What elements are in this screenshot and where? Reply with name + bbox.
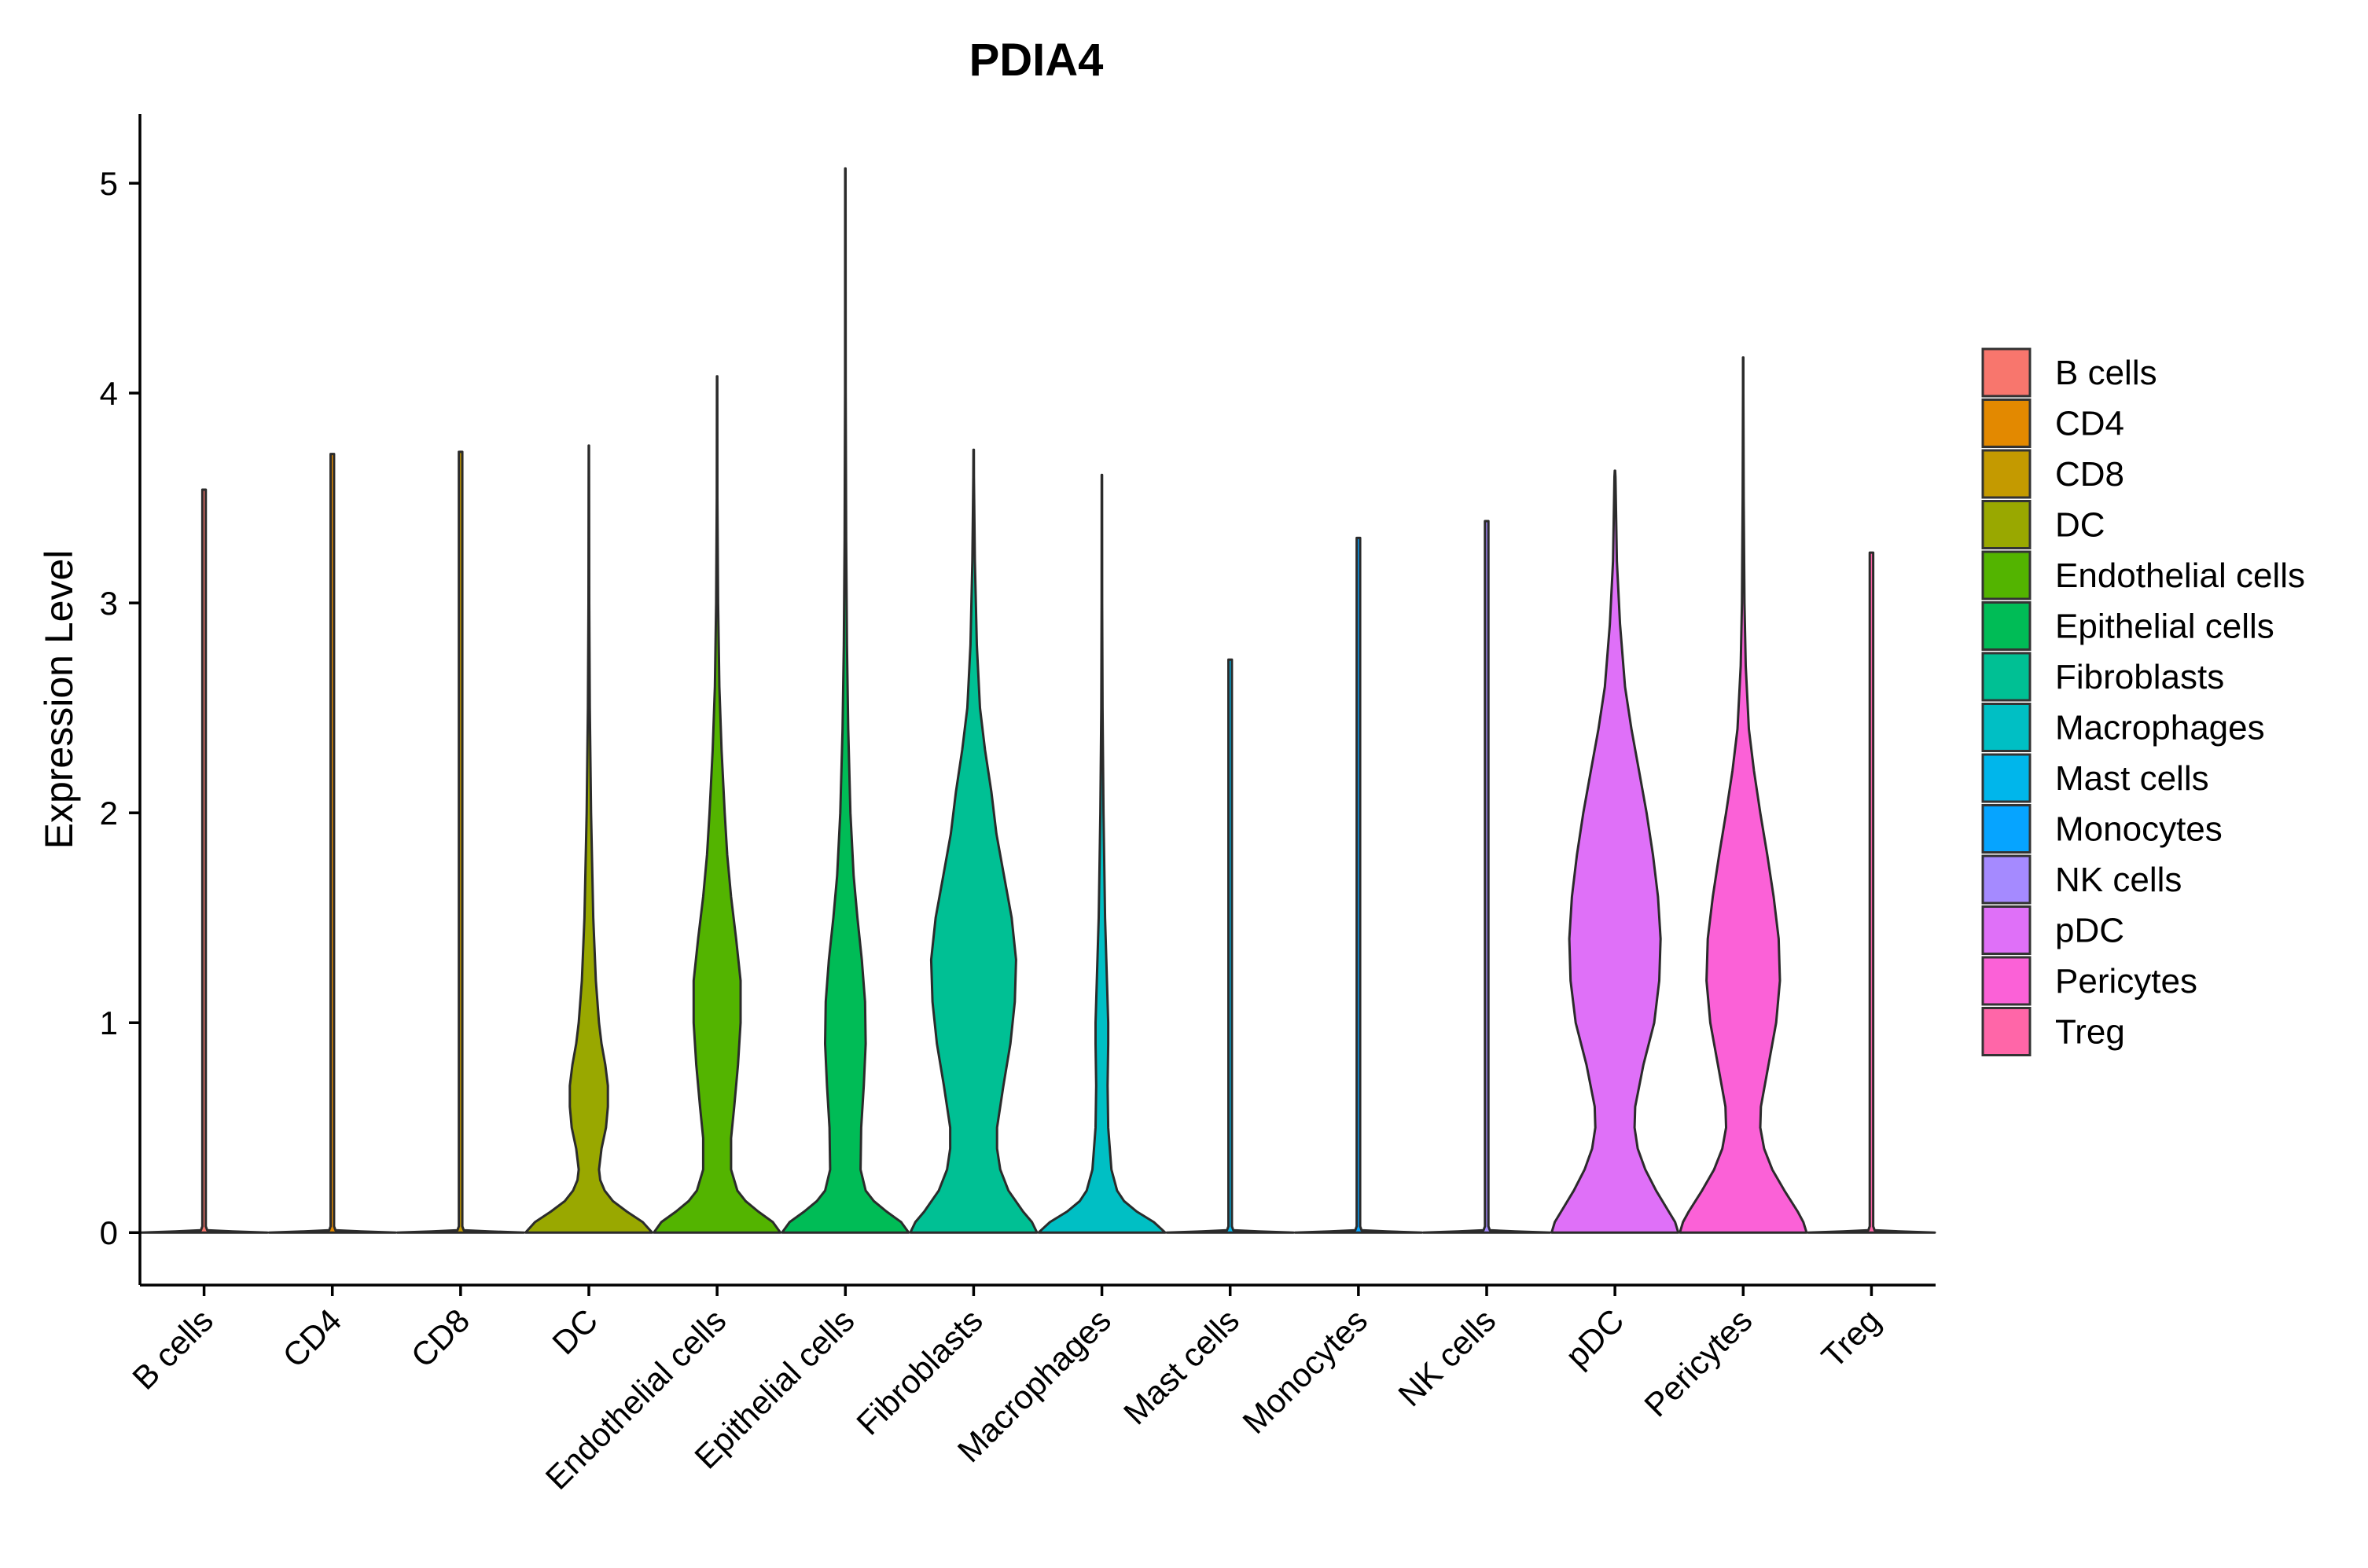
- violin-monocytes: [1293, 536, 1423, 1234]
- y-axis: 0 1 2 3 4 5: [100, 114, 142, 1285]
- legend-swatch-monocytes: [1981, 804, 2032, 854]
- y-tick-label-0: 0: [100, 1214, 118, 1251]
- legend-swatch-fibroblasts: [1981, 652, 2032, 702]
- chart-title: PDIA4: [969, 35, 1104, 86]
- x-tick-label-nk-cells: NK cells: [1391, 1302, 1502, 1413]
- violin-dc: [524, 444, 654, 1234]
- legend-label-endothelial-cells: Endothelial cells: [2055, 556, 2305, 595]
- x-tick-label-mast-cells: Mast cells: [1116, 1302, 1246, 1431]
- legend-label-treg: Treg: [2055, 1013, 2125, 1052]
- legend-label-pericytes: Pericytes: [2055, 962, 2197, 1001]
- legend-label-monocytes: Monocytes: [2055, 810, 2223, 849]
- y-tick-label-1: 1: [100, 1004, 118, 1041]
- violin-fibroblasts: [909, 448, 1039, 1234]
- legend-swatch-mast-cells: [1981, 753, 2032, 803]
- violin-b-cells: [139, 488, 269, 1234]
- legend-swatch-epithelial-cells: [1981, 601, 2032, 651]
- x-tick-label-pdc: pDC: [1558, 1302, 1631, 1375]
- legend-swatch-dc: [1981, 500, 2032, 549]
- x-tick-label-cd4: CD4: [275, 1302, 348, 1375]
- y-tick-label-5: 5: [100, 165, 118, 202]
- x-tick-label-treg: Treg: [1815, 1302, 1888, 1375]
- legend-swatch-nk-cells: [1981, 854, 2032, 905]
- y-tick-label-4: 4: [100, 375, 118, 412]
- x-tick-label-pericytes: Pericytes: [1637, 1302, 1759, 1423]
- legend-label-mast-cells: Mast cells: [2055, 759, 2209, 798]
- violin-pdc: [1550, 469, 1680, 1234]
- y-tick-label-2: 2: [100, 795, 118, 832]
- violin-cd8: [395, 450, 525, 1234]
- x-tick-label-dc: DC: [545, 1302, 605, 1361]
- x-tick-label-monocytes: Monocytes: [1235, 1302, 1374, 1441]
- x-tick-label-b-cells: B cells: [125, 1302, 220, 1397]
- legend-swatch-cd4: [1981, 398, 2032, 448]
- legend-label-fibroblasts: Fibroblasts: [2055, 658, 2224, 696]
- violin-cd4: [267, 453, 397, 1234]
- violins-layer: [139, 167, 1936, 1234]
- legend-swatch-pericytes: [1981, 956, 2032, 1006]
- legend-label-macrophages: Macrophages: [2055, 709, 2265, 747]
- legend-swatch-pdc: [1981, 905, 2032, 955]
- violin-mast-cells: [1165, 658, 1295, 1234]
- legend-swatch-cd8: [1981, 449, 2032, 499]
- legend-swatch-endothelial-cells: [1981, 550, 2032, 600]
- legend: B cells CD4 CD8 DC Endothelial cells Epitheli…: [1981, 347, 2305, 1056]
- y-axis-title: Expression Level: [37, 550, 81, 850]
- violin-endothelial-cells: [653, 375, 782, 1234]
- x-tick-label-cd8: CD8: [404, 1302, 477, 1375]
- legend-label-cd4: CD4: [2055, 405, 2124, 443]
- violin-macrophages: [1037, 473, 1167, 1234]
- legend-swatch-macrophages: [1981, 703, 2032, 752]
- legend-swatch-b-cells: [1981, 347, 2032, 398]
- violin-nk-cells: [1421, 520, 1552, 1234]
- legend-label-epithelial-cells: Epithelial cells: [2055, 608, 2274, 646]
- x-tick-label-fibroblasts: Fibroblasts: [849, 1302, 989, 1441]
- legend-label-pdc: pDC: [2055, 912, 2124, 950]
- y-tick-label-3: 3: [100, 585, 118, 622]
- legend-label-dc: DC: [2055, 506, 2105, 545]
- violin-pericytes: [1679, 356, 1808, 1234]
- legend-label-nk-cells: NK cells: [2055, 861, 2182, 899]
- legend-label-b-cells: B cells: [2055, 354, 2157, 392]
- violin-treg: [1807, 551, 1936, 1234]
- violin-epithelial-cells: [781, 167, 910, 1234]
- legend-label-cd8: CD8: [2055, 455, 2124, 494]
- legend-swatch-treg: [1981, 1007, 2032, 1056]
